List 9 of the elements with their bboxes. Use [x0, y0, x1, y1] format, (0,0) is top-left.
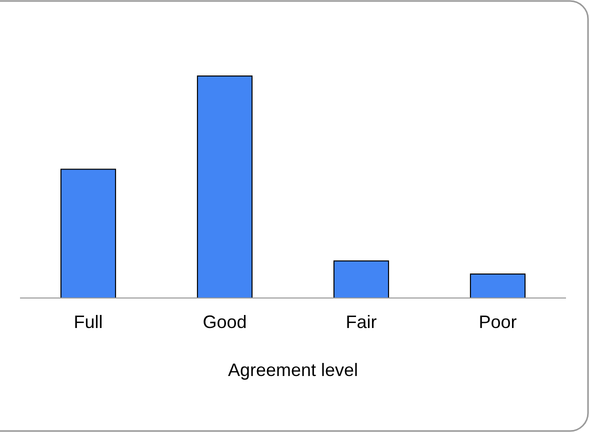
bar: [196, 76, 253, 298]
bar: [333, 260, 390, 298]
bar: [60, 168, 116, 298]
x-tick-label: Full: [74, 312, 103, 332]
x-tick-label: Good: [202, 312, 247, 332]
x-tick-label: Fair: [346, 312, 377, 332]
x-tick-label: Poor: [478, 312, 517, 332]
bar: [470, 274, 526, 298]
x-axis-title: Agreement level: [228, 360, 358, 380]
